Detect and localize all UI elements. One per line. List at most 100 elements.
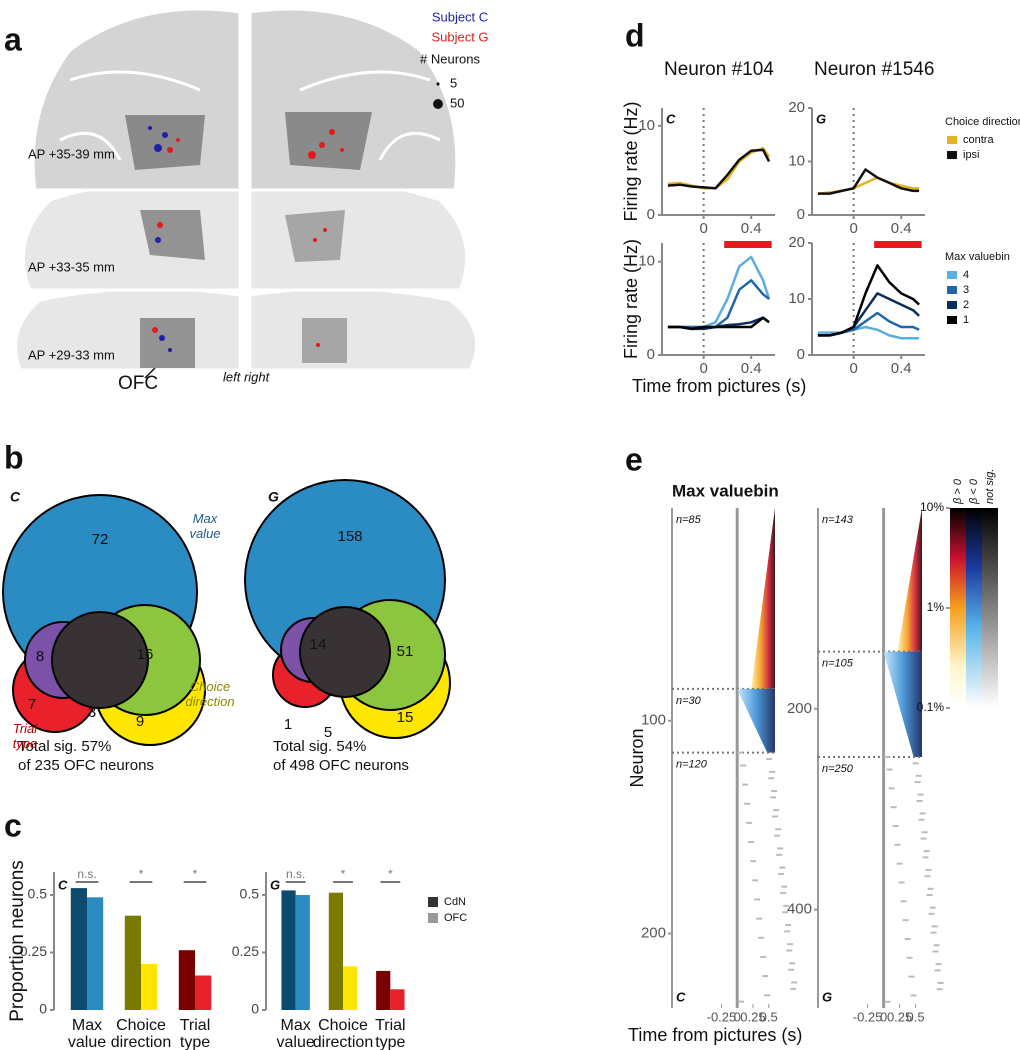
venn-total: of 498 OFC neurons <box>273 757 409 774</box>
x-tick-label: 0 <box>880 1009 887 1024</box>
x-tick-label: 0 <box>849 360 857 377</box>
y-axis-label: Firing rate (Hz) <box>621 239 641 359</box>
y-tick-label: 0.5 <box>240 886 260 902</box>
panel-e-title: Max valuebin <box>672 481 779 500</box>
group-label: n=85 <box>676 514 702 526</box>
x-tick-label: 0 <box>734 1009 741 1024</box>
group-label: n=105 <box>822 657 854 669</box>
x-tick-label: -0.25 <box>853 1009 883 1024</box>
line <box>667 316 770 331</box>
colorbar-tick-label: 1% <box>927 600 945 614</box>
size-legend-label: 50 <box>450 95 464 110</box>
x-tick-label: Trial type <box>375 1017 406 1050</box>
size-legend-dot <box>436 82 440 86</box>
y-tick-label: 200 <box>641 925 666 942</box>
legend-label: 2 <box>963 299 969 311</box>
venn-set-label: Trial type <box>13 721 39 751</box>
y-tick-label: 20 <box>788 234 805 251</box>
venn-subject: C <box>10 489 21 505</box>
venn-count: 5 <box>324 724 332 741</box>
y-tick-label: 0 <box>39 1001 47 1017</box>
legend-label: OFC <box>444 912 467 924</box>
venn-set <box>299 606 391 698</box>
venn-total: Total sig. 54% <box>273 738 366 755</box>
legend-label: CdN <box>444 896 466 908</box>
legend-swatch <box>947 286 957 294</box>
bar <box>87 897 104 1010</box>
chart-title: Neuron #104 <box>664 59 774 80</box>
group-label: n=30 <box>676 695 702 707</box>
x-axis-label: Time from pictures (s) <box>632 376 806 396</box>
y-tick-label: 0 <box>797 206 805 223</box>
colorbar-label: β < 0 <box>968 478 980 505</box>
y-tick-label: 0 <box>647 206 655 223</box>
chart-title: Neuron #1546 <box>814 59 934 80</box>
raster-negative <box>737 688 775 753</box>
venn-count: 8 <box>36 648 44 665</box>
y-tick-label: 0.25 <box>20 943 47 959</box>
orientation-label: left right <box>223 369 271 384</box>
panel-label: d <box>625 17 645 53</box>
colorbar-label: not sig. <box>984 469 996 504</box>
bar <box>70 888 87 1010</box>
x-tick-label: 0 <box>699 220 707 237</box>
significance-label: * <box>193 867 198 881</box>
x-tick-label: 0.5 <box>907 1009 925 1024</box>
x-tick-label: -0.25 <box>707 1009 737 1024</box>
x-tick-label: Max value <box>277 1017 315 1050</box>
x-tick-label: 0.4 <box>741 220 762 237</box>
legend-label: 1 <box>963 314 969 326</box>
section-label: AP +35-39 mm <box>28 146 115 161</box>
legend-label: 4 <box>963 269 969 281</box>
venn-count: 158 <box>337 528 362 545</box>
colorbar-tick-label: 0.1% <box>917 700 945 714</box>
x-tick-label: Choice direction <box>111 1017 171 1050</box>
raster-positive <box>751 508 775 689</box>
x-tick-label: 0.4 <box>891 220 912 237</box>
x-tick-label: 0.4 <box>891 360 912 377</box>
line <box>817 264 920 337</box>
colorbar <box>966 508 982 708</box>
bar <box>281 890 296 1010</box>
size-legend-title: # Neurons <box>420 51 480 66</box>
venn-count: 72 <box>92 531 109 548</box>
bar <box>295 895 310 1010</box>
subject-label: G <box>816 111 826 126</box>
bar <box>376 970 391 1010</box>
x-tick-label: Max value <box>68 1017 106 1050</box>
y-tick-label: 0 <box>797 346 805 363</box>
panel-letters: b c d e Max valuebin <box>4 17 779 843</box>
raster-positive <box>897 508 922 652</box>
venn-subject: G <box>268 489 279 505</box>
group-label: n=143 <box>822 514 854 526</box>
legend-swatch <box>947 136 957 144</box>
section-label: AP +33-35 mm <box>28 259 115 274</box>
significance-label: * <box>388 867 393 881</box>
legend-label: contra <box>963 134 994 146</box>
x-tick-label: 0.25 <box>887 1009 912 1024</box>
venn-set <box>51 611 149 709</box>
line <box>817 168 920 195</box>
y-tick-label: 10 <box>638 117 655 134</box>
panel-label: a <box>4 21 22 57</box>
y-tick-label: 0 <box>647 346 655 363</box>
legend-swatch <box>947 301 957 309</box>
significance-label: n.s. <box>77 867 96 881</box>
bar <box>328 892 343 1010</box>
bar <box>178 950 195 1010</box>
y-tick-label: 10 <box>788 152 805 169</box>
subject-label: C <box>676 989 686 1004</box>
x-axis-label: Time from pictures (s) <box>628 1025 802 1045</box>
x-tick-label: Choice direction <box>313 1017 373 1050</box>
x-tick-label: 0.4 <box>741 360 762 377</box>
x-tick-label: 0 <box>849 220 857 237</box>
group-label: n=120 <box>676 759 708 771</box>
y-axis-label: Neuron <box>627 728 647 787</box>
bar <box>141 964 158 1010</box>
size-legend-label: 5 <box>450 75 457 90</box>
raster-negative <box>883 651 922 757</box>
panel-a: a Subject C Subject G # Neurons AP +35-3… <box>4 9 489 394</box>
legend-label: 3 <box>963 284 969 296</box>
significance-bar <box>874 241 922 248</box>
